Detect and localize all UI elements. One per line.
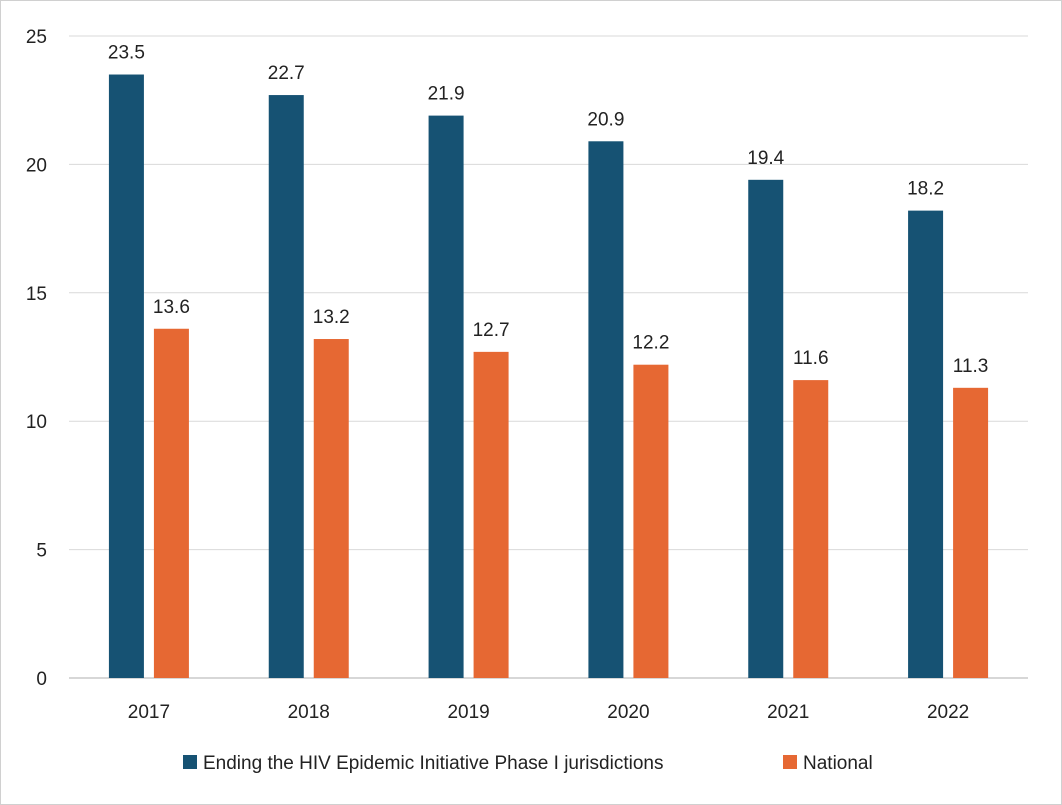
legend-label-ehe: Ending the HIV Epidemic Initiative Phase…: [203, 753, 663, 774]
bar-ehe-2022: [908, 210, 944, 678]
bar-ehe-2019: [428, 115, 464, 678]
data-label-national-2021: 11.6: [793, 348, 829, 369]
x-tick-label-2021: 2021: [767, 702, 809, 723]
bar-national-2022: [953, 387, 989, 678]
x-tick-label-2019: 2019: [447, 702, 489, 723]
data-label-ehe-2018: 22.7: [268, 63, 305, 84]
x-tick-label-2017: 2017: [128, 702, 170, 723]
bar-national-2017: [153, 328, 189, 678]
legend-swatch-ehe: [183, 755, 197, 769]
y-tick-label-0: 0: [36, 669, 47, 690]
legend-label-national: National: [803, 753, 873, 774]
y-tick-label-20: 20: [26, 155, 47, 176]
bar-ehe-2020: [588, 141, 624, 679]
data-label-national-2020: 12.2: [632, 333, 669, 354]
data-label-ehe-2017: 23.5: [108, 43, 145, 64]
data-label-national-2017: 13.6: [153, 297, 190, 318]
data-label-national-2019: 12.7: [473, 320, 510, 341]
bar-national-2018: [313, 339, 349, 678]
gridlines: [69, 35, 1028, 551]
bar-national-2019: [473, 351, 509, 678]
bar-ehe-2017: [108, 74, 144, 678]
bar-national-2021: [793, 380, 829, 678]
data-labels: 23.5 13.6 22.7 13.2 21.9 12.7 20.9 12.2 19.4 11.6…: [108, 43, 988, 377]
data-label-ehe-2021: 19.4: [747, 148, 784, 169]
y-tick-label-5: 5: [36, 541, 47, 562]
x-tick-label-2018: 2018: [288, 702, 330, 723]
legend-swatch-national: [783, 755, 797, 769]
y-tick-label-25: 25: [26, 27, 47, 48]
bar-national-2020: [633, 364, 669, 678]
y-tick-label-15: 15: [26, 284, 47, 305]
y-tick-label-10: 10: [26, 412, 47, 433]
data-label-ehe-2022: 18.2: [907, 179, 944, 200]
axes: 0 5 10 15 20 25 2017 2018 2019 2020 2021 2022: [26, 27, 1028, 723]
data-label-ehe-2019: 21.9: [428, 84, 465, 105]
x-tick-label-2020: 2020: [607, 702, 649, 723]
bars: [108, 74, 989, 679]
data-label-ehe-2020: 20.9: [587, 109, 624, 130]
bar-ehe-2021: [748, 179, 784, 679]
data-label-national-2018: 13.2: [313, 307, 350, 328]
bar-ehe-2018: [268, 95, 304, 678]
legend: Ending the HIV Epidemic Initiative Phase…: [183, 753, 873, 774]
data-label-national-2022: 11.3: [953, 356, 989, 377]
x-tick-label-2022: 2022: [927, 702, 969, 723]
